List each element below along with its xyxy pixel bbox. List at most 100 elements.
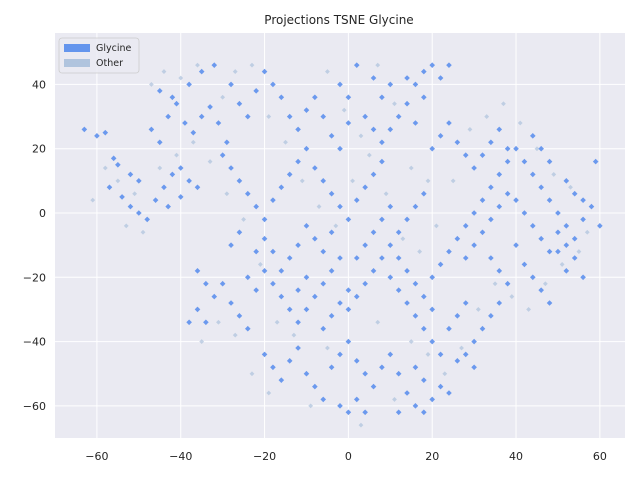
glycine-point bbox=[215, 120, 222, 126]
glycine-point bbox=[182, 120, 188, 126]
glycine-point bbox=[555, 210, 561, 216]
other-point bbox=[140, 229, 146, 235]
glycine-point bbox=[312, 383, 318, 390]
glycine-point bbox=[102, 129, 109, 136]
glycine-point bbox=[580, 197, 586, 203]
glycine-point bbox=[261, 68, 268, 75]
glycine-point bbox=[412, 364, 419, 371]
glycine-point bbox=[446, 325, 452, 332]
glycine-point bbox=[513, 145, 519, 152]
glycine-point bbox=[592, 158, 599, 165]
other-point bbox=[358, 422, 364, 428]
glycine-point bbox=[345, 306, 352, 313]
glycine-point bbox=[421, 377, 427, 383]
glycine-point bbox=[429, 396, 436, 403]
glycine-point bbox=[412, 120, 419, 126]
glycine-point bbox=[471, 338, 477, 345]
glycine-point bbox=[312, 94, 318, 101]
glycine-point bbox=[513, 242, 519, 248]
glycine-point bbox=[244, 190, 251, 197]
y-tick-label: 40 bbox=[32, 78, 46, 91]
glycine-point bbox=[488, 216, 494, 223]
other-point bbox=[190, 139, 196, 145]
glycine-point bbox=[387, 274, 394, 281]
glycine-point bbox=[479, 325, 486, 332]
x-tick-label: 20 bbox=[425, 450, 439, 463]
glycine-point bbox=[312, 293, 318, 300]
glycine-point bbox=[471, 242, 477, 248]
glycine-point bbox=[353, 255, 360, 261]
glycine-point bbox=[404, 300, 410, 306]
glycine-point bbox=[421, 325, 427, 332]
other-point bbox=[216, 319, 221, 325]
glycine-point bbox=[253, 88, 259, 94]
other-point bbox=[576, 249, 582, 254]
other-point bbox=[291, 332, 297, 338]
glycine-point bbox=[295, 319, 301, 326]
glycine-point bbox=[387, 351, 394, 358]
glycine-point bbox=[156, 139, 163, 146]
glycine-point bbox=[194, 306, 201, 313]
glycine-point bbox=[370, 126, 377, 133]
glycine-point bbox=[421, 409, 427, 416]
glycine-point bbox=[538, 145, 544, 152]
glycine-point bbox=[353, 358, 360, 364]
glycine-point bbox=[521, 261, 528, 268]
glycine-series bbox=[81, 62, 603, 416]
glycine-point bbox=[320, 248, 327, 255]
glycine-point bbox=[194, 184, 201, 191]
glycine-point bbox=[328, 268, 335, 274]
other-point bbox=[308, 403, 314, 409]
glycine-point bbox=[488, 184, 494, 191]
other-point bbox=[534, 146, 540, 152]
glycine-point bbox=[345, 94, 352, 101]
glycine-point bbox=[580, 216, 586, 223]
plot-area bbox=[55, 33, 625, 438]
other-point bbox=[450, 178, 456, 184]
glycine-point bbox=[94, 133, 100, 139]
glycine-point bbox=[446, 248, 452, 255]
glycine-point bbox=[312, 165, 318, 171]
glycine-point bbox=[253, 248, 259, 255]
other-point bbox=[257, 262, 263, 267]
other-point bbox=[492, 281, 498, 287]
glycine-point bbox=[337, 300, 343, 306]
legend: Glycine Other bbox=[58, 37, 140, 74]
glycine-point bbox=[429, 338, 436, 345]
glycine-point bbox=[198, 113, 205, 120]
glycine-point bbox=[563, 268, 570, 274]
other-point bbox=[283, 139, 288, 145]
glycine-point bbox=[529, 274, 536, 281]
other-point bbox=[559, 262, 565, 267]
other-point bbox=[400, 236, 406, 242]
glycine-point bbox=[295, 287, 301, 293]
glycine-point bbox=[228, 300, 234, 306]
glycine-point bbox=[488, 313, 494, 319]
x-tick-label: −60 bbox=[85, 450, 108, 463]
glycine-point bbox=[270, 81, 276, 88]
glycine-point bbox=[471, 165, 477, 171]
glycine-point bbox=[186, 178, 192, 184]
other-point bbox=[425, 352, 431, 357]
other-point bbox=[366, 152, 372, 158]
glycine-point bbox=[328, 190, 335, 197]
other-point bbox=[375, 319, 381, 325]
other-point bbox=[148, 82, 154, 87]
glycine-point bbox=[286, 306, 293, 313]
glycine-point bbox=[362, 409, 368, 416]
glycine-point bbox=[115, 161, 121, 168]
glycine-point bbox=[186, 319, 192, 326]
glycine-point bbox=[203, 319, 209, 326]
glycine-point bbox=[278, 94, 285, 101]
glycine-point bbox=[563, 223, 570, 229]
y-axis-ticks: −60 −40 −20 0 20 40 bbox=[23, 78, 46, 412]
glycine-point bbox=[479, 197, 486, 203]
glycine-point bbox=[261, 351, 268, 358]
glycine-point bbox=[244, 325, 251, 332]
glycine-point bbox=[353, 197, 360, 203]
glycine-point bbox=[345, 409, 352, 416]
glycine-point bbox=[152, 197, 159, 203]
glycine-point bbox=[387, 81, 394, 88]
glycine-point bbox=[207, 104, 213, 110]
